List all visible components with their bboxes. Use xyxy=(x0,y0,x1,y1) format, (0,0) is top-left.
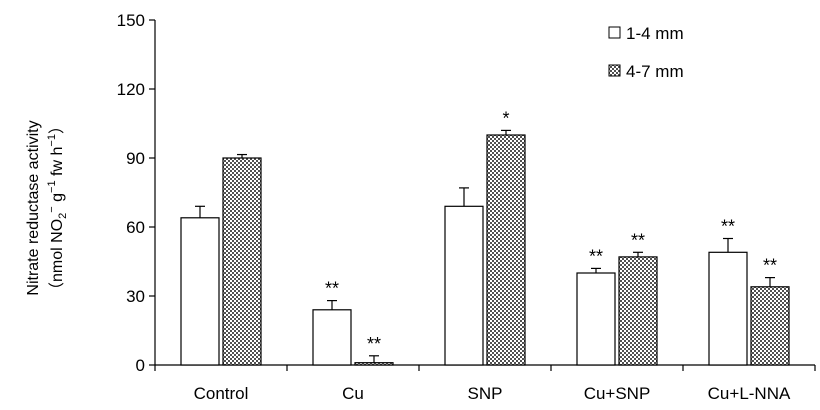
significance-marker: ** xyxy=(325,279,339,299)
y-tick-label: 120 xyxy=(117,80,145,99)
bar-1-4mm xyxy=(576,272,616,366)
y-tick-label: 90 xyxy=(126,149,145,168)
category-labels: Control Cu SNP Cu+SNP Cu+L-NNA xyxy=(194,384,791,403)
bar-4-7mm xyxy=(354,362,394,366)
bar-1-4mm xyxy=(180,217,220,366)
bar-1-4mm xyxy=(444,205,484,366)
legend: 1-4 mm 4-7 mm xyxy=(608,24,684,81)
y-tick-label: 30 xyxy=(126,287,145,306)
category-label: Cu+SNP xyxy=(584,384,651,403)
bar-4-7mm xyxy=(750,286,790,366)
bar-1-4mm xyxy=(708,251,748,366)
bar-4-7mm xyxy=(618,256,658,366)
y-axis-label-line1: Nitrate reductase activity xyxy=(25,120,42,295)
category-label: Control xyxy=(194,384,249,403)
legend-label-1-4mm: 1-4 mm xyxy=(626,24,684,43)
y-axis-label: Nitrate reductase activity （nmol NO2− g−… xyxy=(25,118,69,298)
significance-marker: ** xyxy=(763,256,777,276)
category-label: Cu+L-NNA xyxy=(708,384,791,403)
bar-1-4mm xyxy=(312,309,352,366)
significance-marker: * xyxy=(502,108,509,128)
y-tick-label: 0 xyxy=(136,356,145,375)
category-label: SNP xyxy=(468,384,503,403)
significance-marker: ** xyxy=(589,246,603,266)
significance-marker: ** xyxy=(721,217,735,237)
chart-bars: ************* xyxy=(180,108,790,366)
legend-label-4-7mm: 4-7 mm xyxy=(626,62,684,81)
significance-marker: ** xyxy=(367,334,381,354)
legend-swatch-4-7mm xyxy=(608,64,621,77)
bar-4-7mm xyxy=(486,134,526,366)
y-tick-label: 60 xyxy=(126,218,145,237)
chart-axes: 0 30 60 90 120 150 xyxy=(117,11,816,375)
legend-swatch-1-4mm xyxy=(608,26,621,39)
y-axis-label-line2: （nmol NO2− g−1 fw h−1） xyxy=(46,118,69,298)
significance-marker: ** xyxy=(631,230,645,250)
y-tick-label: 150 xyxy=(117,11,145,30)
bar-4-7mm xyxy=(222,157,262,366)
category-label: Cu xyxy=(342,384,364,403)
